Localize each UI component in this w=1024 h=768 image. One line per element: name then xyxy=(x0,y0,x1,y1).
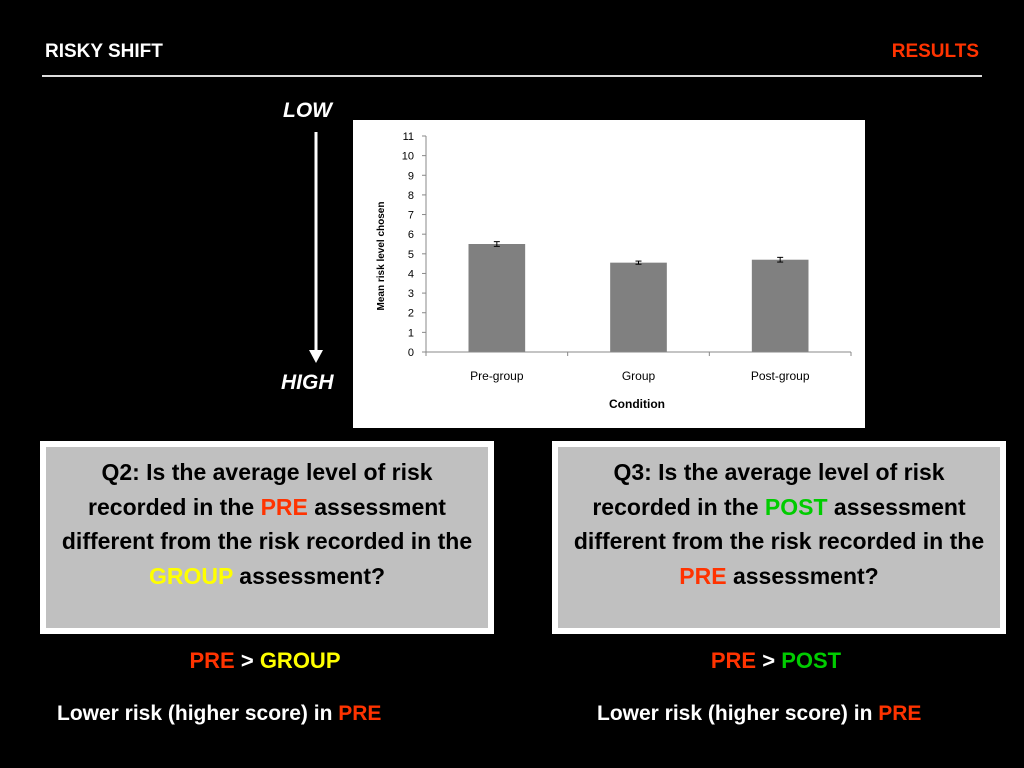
conclusion-3: Lower risk (higher score) in PRE xyxy=(597,702,921,726)
q2-highlight-pre: PRE xyxy=(260,493,308,520)
answer-2-left: PRE xyxy=(189,648,235,673)
y-tick-label: 2 xyxy=(408,308,414,320)
error-bar xyxy=(635,260,642,265)
bars xyxy=(468,241,809,352)
question-2-box: Q2: Is the average level of risk recorde… xyxy=(40,441,494,634)
x-tick-label: Pre-group xyxy=(470,369,524,383)
answer-2-right: GROUP xyxy=(259,648,341,673)
bar-post-group xyxy=(751,259,809,352)
slide-title: RISKY SHIFT xyxy=(45,41,163,62)
q3-highlight-pre: PRE xyxy=(679,562,727,589)
conclusion-3-highlight: PRE xyxy=(878,702,922,725)
y-tick-label: 0 xyxy=(408,347,414,359)
conclusion-3-text: Lower risk (higher score) in xyxy=(597,702,879,725)
conclusion-2-text: Lower risk (higher score) in xyxy=(57,702,339,725)
answer-3-right: POST xyxy=(781,648,842,673)
question-3-box: Q3: Is the average level of risk recorde… xyxy=(552,441,1006,634)
y-tick-label: 11 xyxy=(403,131,414,143)
x-tick-label: Group xyxy=(622,369,656,383)
q2-text-2: assessment different from the risk recor… xyxy=(61,493,473,555)
q2-highlight-group: GROUP xyxy=(148,562,233,589)
x-axis-title: Condition xyxy=(609,397,665,411)
q2-text-3: assessment? xyxy=(232,562,386,589)
error-bar xyxy=(493,241,500,247)
bar-group xyxy=(610,262,667,352)
y-tick-label: 9 xyxy=(408,170,414,182)
y-tick-label: 3 xyxy=(408,288,414,300)
conclusion-2-highlight: PRE xyxy=(338,702,382,725)
down-arrow-icon xyxy=(309,132,323,363)
error-bar xyxy=(777,256,784,263)
answer-2: PRE > GROUP xyxy=(45,648,485,674)
q3-text-1: Q3: Is the average level of risk recorde… xyxy=(592,459,945,520)
answer-3-left: PRE xyxy=(710,648,757,673)
answer-3-operator: > xyxy=(756,648,782,673)
answer-3: PRE > POST xyxy=(556,648,996,674)
y-axis-title: Mean risk level chosen xyxy=(376,202,387,311)
bar-pre-group xyxy=(468,244,526,352)
y-tick-label: 6 xyxy=(408,229,414,241)
answer-2-operator: > xyxy=(234,648,260,673)
x-axis: Pre-group Group Post-group xyxy=(425,351,852,383)
q3-text-2: assessment different from the risk recor… xyxy=(573,493,985,555)
y-tick-label: 4 xyxy=(408,268,414,280)
y-tick-label: 10 xyxy=(402,151,414,163)
header-divider xyxy=(42,75,982,77)
q3-highlight-post: POST xyxy=(764,493,828,520)
bar-chart: 0 1 2 3 4 5 6 7 8 9 10 11 Pre-group Group Post-group … xyxy=(353,120,865,428)
y-axis: 0 1 2 3 4 5 6 7 8 9 10 11 xyxy=(402,131,427,359)
q3-text-3: assessment? xyxy=(726,562,879,589)
y-tick-label: 1 xyxy=(408,327,414,339)
conclusion-2: Lower risk (higher score) in PRE xyxy=(57,702,381,726)
scale-high-label: HIGH xyxy=(281,371,334,394)
scale-low-label: LOW xyxy=(283,99,332,122)
section-label: RESULTS xyxy=(891,41,979,62)
y-tick-label: 7 xyxy=(408,210,414,222)
y-tick-label: 5 xyxy=(408,249,414,261)
q2-text-1: Q2: Is the average level of risk recorde… xyxy=(88,459,433,520)
x-tick-label: Post-group xyxy=(751,369,810,383)
y-tick-label: 8 xyxy=(408,190,414,202)
